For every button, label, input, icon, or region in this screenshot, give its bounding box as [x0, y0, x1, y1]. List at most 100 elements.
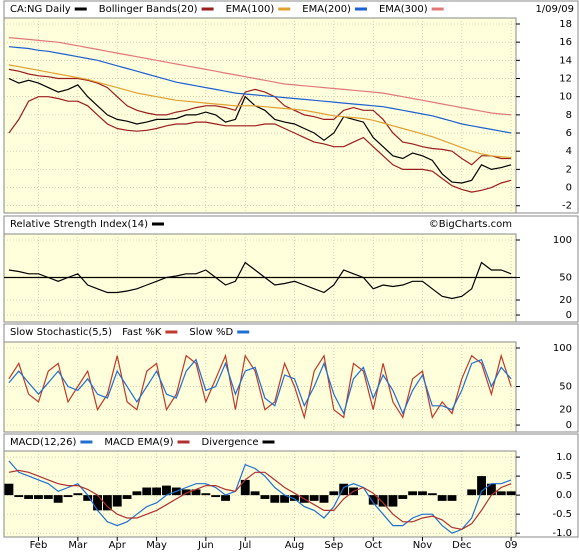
series-line [8, 37, 512, 116]
bar [408, 491, 418, 496]
x-tick-label: Aug [285, 540, 305, 551]
x-tick-label: Mar [68, 540, 88, 551]
legend-label: Divergence [202, 437, 259, 448]
legend-label: Relative Strength Index(14) [10, 219, 148, 230]
y-tick-label: 0.0 [556, 490, 572, 501]
bar [378, 495, 388, 507]
y-tick-label: 50 [559, 273, 572, 284]
y-tick-label: 4 [566, 146, 572, 157]
bar [211, 495, 221, 498]
legend-label: MACD EMA(9) [104, 437, 173, 448]
legend-label: CA:NG Daily [10, 4, 71, 15]
bar [201, 493, 211, 496]
bar [486, 483, 496, 496]
series-line [8, 96, 512, 193]
bar [112, 495, 122, 507]
bar [132, 491, 142, 496]
bar [240, 479, 250, 496]
bar [4, 483, 14, 496]
bar [93, 495, 102, 511]
bar [427, 493, 437, 496]
series-line [8, 64, 512, 159]
x-tick-label: May [146, 540, 167, 551]
plot-area [3, 341, 517, 433]
series-line [8, 261, 512, 300]
y-tick-label: 100 [553, 235, 572, 246]
x-tick-label: Jul [238, 540, 251, 551]
bar [496, 491, 506, 496]
bar [14, 495, 24, 498]
series-line [8, 353, 512, 420]
bar [142, 487, 152, 496]
bar [191, 489, 201, 496]
x-tick-label: Sep [324, 540, 343, 551]
y-tick-label: 20 [559, 295, 572, 306]
bar [260, 495, 270, 499]
y-tick-label: 14 [559, 55, 572, 66]
bar [73, 493, 83, 496]
series-line [8, 46, 512, 134]
plot-area [3, 17, 517, 214]
x-tick-label: Jun [197, 540, 214, 551]
y-tick-label: 8 [566, 110, 572, 121]
y-tick-label: 0 [566, 310, 572, 321]
bar [368, 495, 378, 505]
bar [43, 495, 53, 499]
y-tick-label: 1.0 [556, 452, 572, 463]
bar [388, 495, 398, 507]
series-line [8, 68, 512, 166]
bar [309, 495, 319, 501]
bar [437, 495, 447, 501]
y-tick-label: -0.5 [552, 509, 572, 520]
annotation: ©BigCharts.com [429, 219, 512, 230]
bar [102, 495, 112, 511]
bar [63, 495, 73, 498]
x-tick-label: Apr [109, 540, 127, 551]
x-tick-label: Dec [452, 540, 471, 551]
series-line [8, 358, 512, 416]
bar [329, 491, 339, 496]
bar [280, 495, 290, 503]
bar [398, 495, 408, 499]
bar [467, 489, 477, 496]
chart-date: 1/09/09 [535, 4, 574, 15]
legend-label: EMA(100) [226, 4, 275, 15]
bar [181, 489, 191, 496]
bar [319, 495, 329, 503]
bar [24, 495, 34, 499]
series-line [8, 77, 512, 184]
legend-label: Fast %K [122, 327, 162, 338]
bar [418, 491, 427, 496]
legend-label: EMA(300) [379, 4, 428, 15]
bar [339, 483, 349, 496]
x-tick-label: Feb [30, 540, 48, 551]
bar [290, 495, 299, 501]
y-tick-label: 0 [566, 420, 572, 431]
bar [122, 495, 132, 499]
y-tick-label: 50 [559, 382, 572, 393]
bar [83, 495, 93, 501]
y-tick-label: -2 [562, 201, 572, 212]
bar [447, 495, 457, 501]
bar [250, 491, 260, 496]
y-tick-label: 100 [553, 343, 572, 354]
bar [506, 491, 516, 496]
y-tick-label: 0.5 [556, 471, 572, 482]
y-tick-label: 6 [566, 128, 572, 139]
series-line [8, 469, 512, 531]
y-tick-label: 16 [559, 37, 572, 48]
y-tick-label: 10 [559, 92, 572, 103]
y-tick-label: 20 [559, 405, 572, 416]
bar [221, 495, 230, 501]
bar [152, 487, 162, 496]
y-tick-label: 18 [559, 19, 572, 30]
y-tick-label: 2 [566, 164, 572, 175]
bar [34, 495, 43, 499]
y-tick-label: -1.0 [552, 528, 572, 539]
x-tick-label: 09 [505, 540, 518, 551]
bar [270, 495, 280, 503]
y-tick-label: 12 [559, 74, 572, 85]
x-tick-label: Nov [413, 540, 433, 551]
